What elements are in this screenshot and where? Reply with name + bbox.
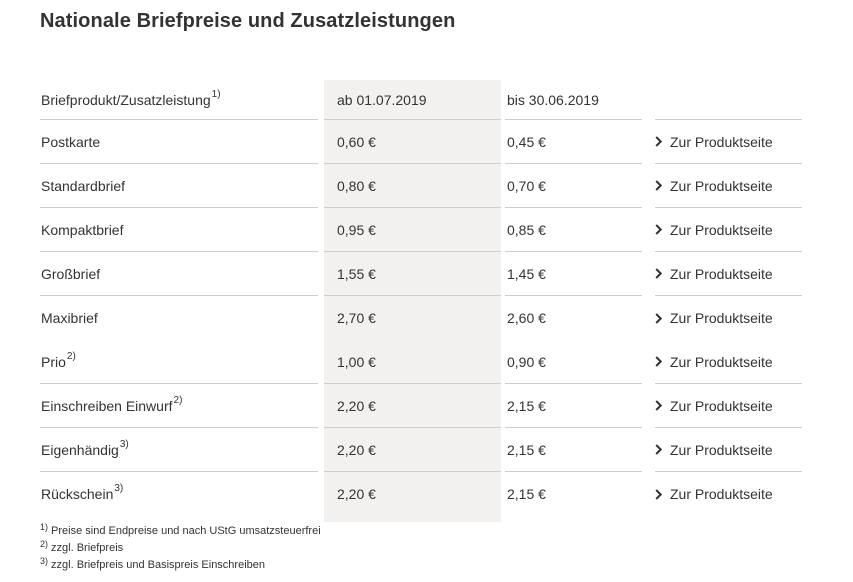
product-page-link[interactable]: Zur Produktseite [655, 310, 773, 326]
product-cell: Standardbrief [40, 164, 318, 208]
chevron-right-icon [655, 180, 662, 191]
price-new-cell: 2,70 € [324, 296, 501, 340]
price-old-cell: 2,60 € [507, 310, 546, 326]
price-new-cell: 1,55 € [324, 252, 501, 296]
footnote-marker: 1) [40, 522, 49, 532]
product-link-cell: Zur Produktseite [655, 384, 802, 428]
product-page-link-label: Zur Produktseite [670, 397, 773, 414]
footnote-text: zzgl. Briefpreis und Basispreis Einschre… [51, 559, 266, 571]
product-link-cell: Zur Produktseite [655, 120, 802, 164]
chevron-right-icon [655, 312, 662, 324]
chevron-right-icon [655, 356, 662, 367]
table-header-row: Briefprodukt/Zusatzleistung 1) ab 01.07.2… [40, 80, 802, 120]
footnote-text: Preise sind Endpreise und nach UStG umsa… [51, 525, 321, 537]
table-row: Standardbrief 0,80 € 0,70 € Zur Produkts… [40, 164, 802, 208]
footnote: 2) zzgl. Briefpreis [40, 539, 853, 557]
price-new-cell: 0,95 € [324, 208, 501, 252]
chevron-right-icon [655, 224, 662, 235]
price-old-cell: 0,70 € [505, 164, 642, 208]
product-cell: Prio 2) [40, 340, 318, 384]
page-title: Nationale Briefpreise und Zusatzleistung… [40, 10, 456, 32]
product-page-link[interactable]: Zur Produktseite [655, 222, 773, 238]
product-cell: Eigenhändig 3) [40, 428, 318, 472]
product-page-link[interactable]: Zur Produktseite [655, 266, 773, 282]
footnotes: 1) Preise sind Endpreise und nach UStG um… [40, 522, 853, 574]
product-link-cell: Zur Produktseite [655, 252, 802, 296]
price-old-cell: 2,15 € [507, 486, 546, 502]
table-row: Eigenhändig 3) 2,20 € 2,15 € Zur Produkts… [40, 428, 802, 472]
table-row: Postkarte 0,60 € 0,45 € Zur Produktseite [40, 120, 802, 164]
price-old-cell: 0,90 € [505, 340, 642, 384]
header-price-new-label: ab 01.07.2019 [337, 91, 427, 108]
price-table: Briefprodukt/Zusatzleistung 1) ab 01.07.2… [40, 80, 802, 522]
product-page-link-label: Zur Produktseite [670, 177, 773, 194]
product-cell: Kompaktbrief [40, 208, 318, 252]
chevron-right-icon [655, 488, 662, 500]
highlight-column-tail [40, 516, 802, 522]
product-cell: Einschreiben Einwurf 2) [40, 384, 318, 428]
table-row: Einschreiben Einwurf 2) 2,20 € 2,15 € Zur… [40, 384, 802, 428]
header-price-old: bis 30.06.2019 [505, 80, 642, 120]
product-page-link[interactable]: Zur Produktseite [655, 398, 773, 414]
product-link-cell: Zur Produktseite [655, 296, 802, 340]
header-product-label: Briefprodukt/Zusatzleistung [41, 91, 211, 108]
chevron-right-icon [655, 444, 662, 455]
footnote-marker: 3) [40, 556, 49, 566]
footnote-text: zzgl. Briefpreis [51, 542, 124, 554]
price-new-cell: 2,20 € [324, 428, 501, 472]
product-link-cell: Zur Produktseite [655, 340, 802, 384]
table-row: Rückschein 3) 2,20 € 2,15 € Zur Produktse… [40, 472, 802, 516]
chevron-right-icon [655, 268, 662, 279]
header-price-old-label: bis 30.06.2019 [507, 91, 599, 108]
product-cell: Rückschein 3) [41, 483, 124, 503]
product-page-link[interactable]: Zur Produktseite [655, 354, 773, 370]
price-old-cell: 0,45 € [505, 120, 642, 164]
price-new-cell: 0,80 € [324, 164, 501, 208]
product-link-cell: Zur Produktseite [655, 208, 802, 252]
price-old-cell: 1,45 € [505, 252, 642, 296]
table-row: Maxibrief 2,70 € 2,60 € Zur Produktseite [40, 296, 802, 340]
footnote: 1) Preise sind Endpreise und nach UStG um… [40, 522, 853, 540]
price-old-cell: 2,15 € [505, 384, 642, 428]
header-link-col [655, 80, 802, 120]
product-page-link-label: Zur Produktseite [670, 265, 773, 282]
product-link-cell: Zur Produktseite [655, 164, 802, 208]
product-page-link[interactable]: Zur Produktseite [655, 486, 773, 502]
price-old-cell: 2,15 € [505, 428, 642, 472]
product-cell: Postkarte [40, 120, 318, 164]
table-row: Großbrief 1,55 € 1,45 € Zur Produktseite [40, 252, 802, 296]
chevron-right-icon [655, 400, 662, 411]
product-page-link-label: Zur Produktseite [670, 133, 773, 150]
product-link-cell: Zur Produktseite [655, 472, 802, 516]
price-new-cell: 1,00 € [324, 340, 501, 384]
product-page-link-label: Zur Produktseite [670, 310, 773, 326]
footnote-marker: 2) [40, 539, 49, 549]
product-page-link[interactable]: Zur Produktseite [655, 442, 773, 458]
header-price-new: ab 01.07.2019 [324, 80, 501, 120]
footnote: 3) zzgl. Briefpreis und Basispreis Einsch… [40, 556, 853, 574]
product-page-link[interactable]: Zur Produktseite [655, 178, 773, 194]
product-page-link-label: Zur Produktseite [670, 221, 773, 238]
price-new-cell: 2,20 € [324, 384, 501, 428]
price-new-cell: 2,20 € [324, 472, 501, 516]
product-cell: Großbrief [40, 252, 318, 296]
product-page-link-label: Zur Produktseite [670, 353, 773, 370]
product-page-link-label: Zur Produktseite [670, 441, 773, 458]
price-old-cell: 0,85 € [505, 208, 642, 252]
product-link-cell: Zur Produktseite [655, 428, 802, 472]
product-cell: Maxibrief [41, 310, 98, 326]
header-product: Briefprodukt/Zusatzleistung 1) [40, 80, 318, 120]
chevron-right-icon [655, 136, 662, 147]
table-row: Prio 2) 1,00 € 0,90 € Zur Produktseite [40, 340, 802, 384]
product-page-link[interactable]: Zur Produktseite [655, 134, 773, 150]
product-page-link-label: Zur Produktseite [670, 486, 773, 502]
table-row: Kompaktbrief 0,95 € 0,85 € Zur Produktse… [40, 208, 802, 252]
price-new-cell: 0,60 € [324, 120, 501, 164]
